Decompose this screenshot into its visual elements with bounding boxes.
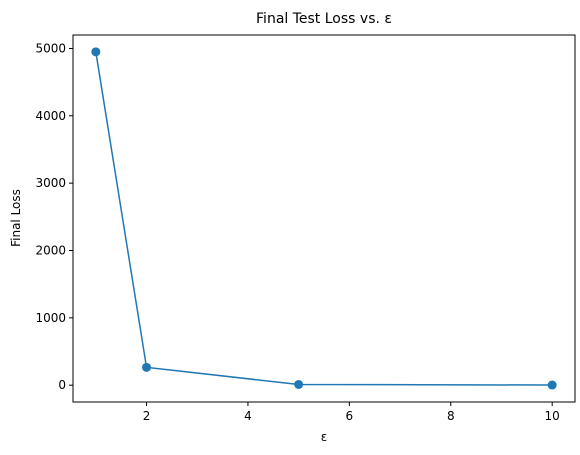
y-tick-label: 3000 — [35, 176, 66, 190]
data-point — [294, 379, 304, 389]
y-tick-label: 0 — [58, 378, 66, 392]
x-tick-label: 6 — [346, 409, 354, 423]
chart-title: Final Test Loss vs. ε — [256, 11, 392, 27]
y-axis-label: Final Loss — [9, 189, 23, 247]
x-tick-label: 10 — [545, 409, 560, 423]
y-tick-label: 4000 — [35, 109, 66, 123]
x-axis-label: ε — [321, 430, 328, 444]
data-point — [91, 47, 101, 57]
data-point — [547, 380, 557, 390]
x-tick-label: 8 — [447, 409, 455, 423]
y-tick-label: 5000 — [35, 41, 66, 55]
x-tick-label: 2 — [143, 409, 151, 423]
y-axis: 0 1000 2000 3000 4000 5000 — [35, 41, 73, 392]
y-tick-label: 1000 — [35, 311, 66, 325]
x-axis: 2 4 6 8 10 — [143, 402, 560, 423]
series-line — [95, 51, 553, 386]
plot-area — [72, 34, 576, 403]
data-point — [142, 362, 152, 372]
x-tick-label: 4 — [244, 409, 252, 423]
series-layer — [91, 47, 557, 390]
y-tick-label: 2000 — [35, 243, 66, 257]
